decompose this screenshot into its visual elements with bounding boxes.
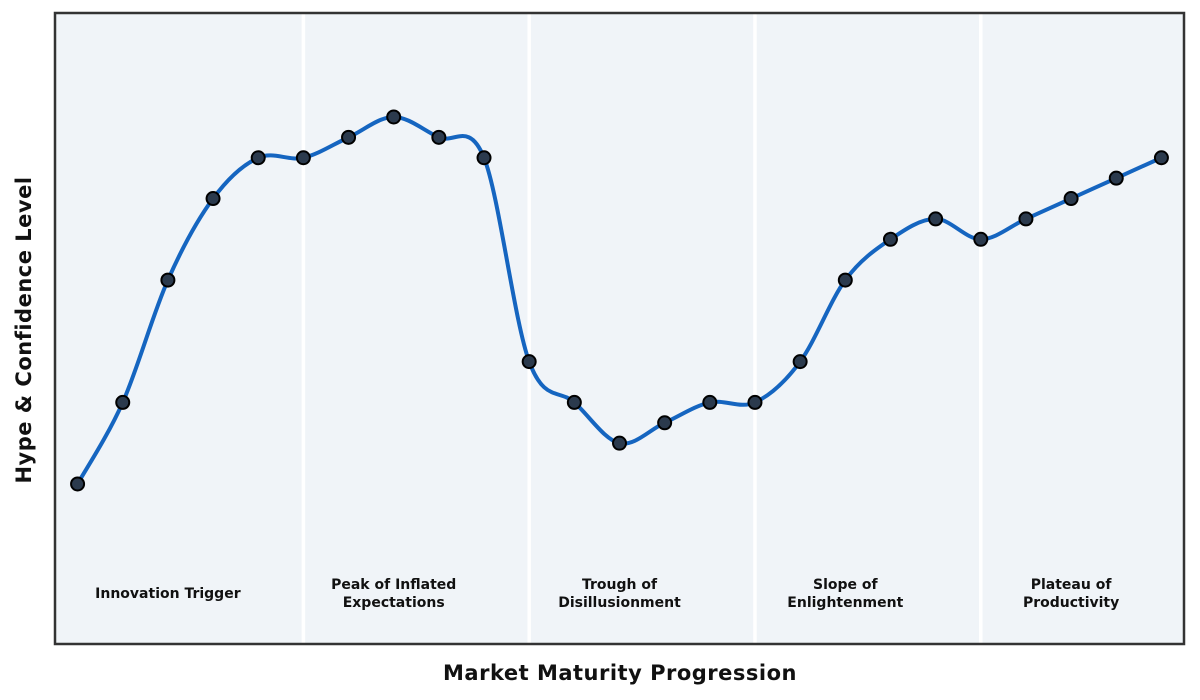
data-point — [1063, 191, 1079, 207]
data-point — [657, 415, 673, 431]
data-point — [386, 109, 402, 125]
data-point — [476, 150, 492, 166]
data-point — [250, 150, 266, 166]
y-axis-label: Hype & Confidence Level — [12, 176, 36, 484]
data-point — [837, 272, 853, 288]
phase-label: Slope of Enlightenment — [787, 577, 904, 611]
data-point — [1153, 150, 1169, 166]
data-point — [115, 394, 131, 410]
data-point — [341, 129, 357, 145]
data-point — [1018, 211, 1034, 227]
data-point — [882, 231, 898, 247]
data-point — [521, 354, 537, 370]
data-point — [612, 435, 627, 451]
plot-area — [55, 13, 1184, 644]
phase-label: Innovation Trigger — [95, 586, 241, 602]
phase-label: Peak of Inflated Expectations — [331, 577, 457, 611]
data-point — [1108, 170, 1124, 186]
data-point — [431, 129, 447, 145]
data-point — [295, 150, 311, 166]
phase-label: Plateau of Productivity — [1022, 577, 1120, 611]
data-point — [70, 476, 86, 492]
chart-frame — [53, 11, 1186, 646]
data-point — [160, 272, 176, 288]
data-point — [205, 191, 221, 207]
data-point — [747, 394, 763, 410]
data-point — [792, 354, 808, 370]
data-point — [702, 394, 718, 410]
data-point — [973, 231, 989, 247]
data-point — [928, 211, 944, 227]
x-axis-label: Market Maturity Progression — [443, 661, 797, 685]
phase-label: Trough of Disillusionment — [558, 577, 681, 611]
data-point — [566, 394, 582, 410]
